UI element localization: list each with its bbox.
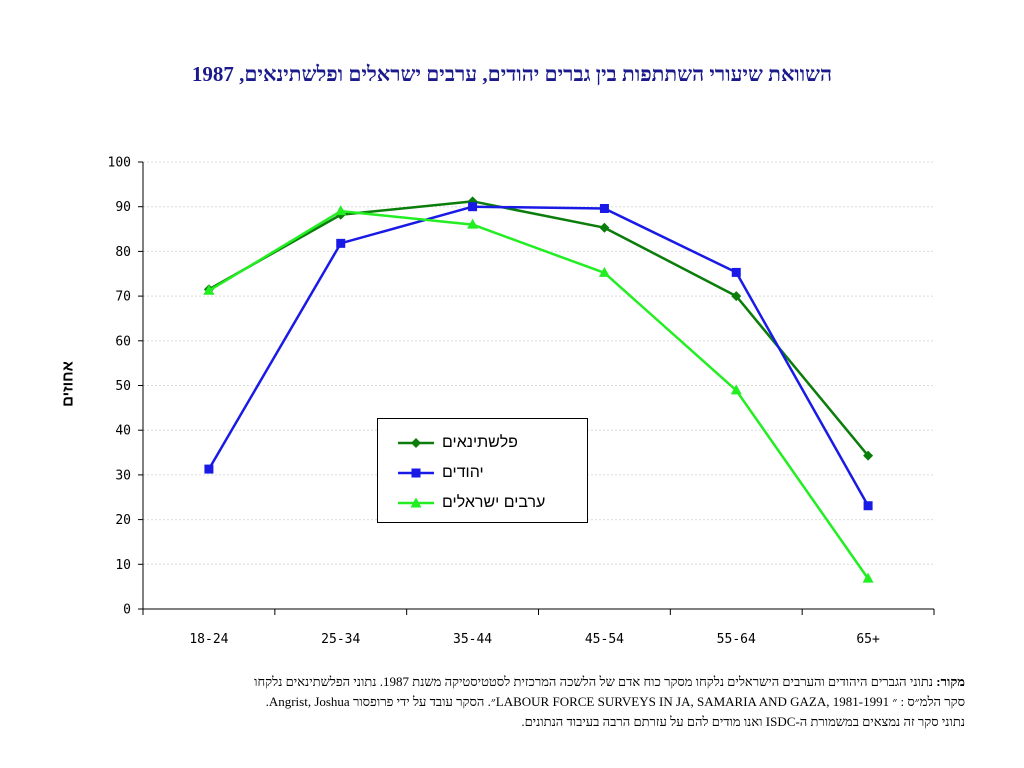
- x-tick-label: 65+: [856, 632, 880, 647]
- x-tick-label: 18-24: [189, 632, 228, 647]
- x-tick-label: 35-44: [453, 632, 492, 647]
- data-point-triangle: [730, 384, 742, 395]
- legend-marker-diamond-icon: [398, 438, 434, 448]
- legend-item-palestinians: פלשתינאים: [396, 431, 518, 455]
- legend-marker-triangle-icon: [398, 497, 434, 508]
- legend-item-israeli-arabs: ערבים ישראלים: [396, 491, 545, 515]
- y-tick-label: 50: [115, 379, 131, 394]
- legend-label: ערבים ישראלים: [442, 494, 546, 511]
- y-tick-label: 100: [108, 156, 131, 171]
- y-tick-label: 10: [115, 558, 131, 573]
- x-tick-label: 45-54: [585, 632, 624, 647]
- series-line-2: [208, 209, 870, 580]
- chart-title: השוואת שיעורי השתתפות בין גברים יהודים, …: [191, 62, 833, 86]
- legend-marker-square-icon: [398, 468, 434, 478]
- y-tick-label: 0: [123, 603, 131, 618]
- data-point-diamond: [731, 291, 742, 302]
- data-point-square: [204, 464, 214, 474]
- data-point-triangle: [335, 205, 347, 216]
- x-tick-label: 25-34: [321, 632, 360, 647]
- y-tick-label: 70: [115, 290, 131, 305]
- source-note-label: מקור:: [936, 674, 965, 689]
- chart-legend: פלשתינאים יהודים ערבים ישראלים: [377, 418, 588, 523]
- data-point-square: [599, 203, 609, 213]
- data-point-triangle: [467, 218, 479, 229]
- data-point-triangle: [598, 266, 610, 277]
- y-tick-label: 40: [115, 424, 131, 439]
- legend-label: פלשתינאים: [442, 434, 518, 451]
- y-tick-label: 30: [115, 468, 131, 483]
- data-point-square: [468, 202, 478, 212]
- data-point-square: [731, 267, 741, 277]
- data-point-triangle: [203, 284, 215, 295]
- x-tick-label: 55-64: [717, 632, 756, 647]
- legend-item-jews: יהודים: [396, 461, 484, 485]
- data-point-triangle: [862, 572, 874, 583]
- legend-label: יהודים: [442, 464, 484, 481]
- y-tick-label: 80: [115, 245, 131, 260]
- series-line-0: [208, 200, 870, 457]
- source-note-line-1: נתוני הגברים היהודים והערבים הישראלים נל…: [254, 674, 934, 689]
- source-note-line-3: נתוני סקר זה נמצאים במשמורת ה-ISDC ואנו …: [521, 714, 965, 729]
- y-tick-label: 60: [115, 334, 131, 349]
- data-point-diamond: [599, 222, 610, 233]
- y-tick-label: 20: [115, 513, 131, 528]
- data-point-diamond: [863, 450, 874, 461]
- data-point-square: [336, 238, 346, 248]
- y-tick-label: 90: [115, 200, 131, 215]
- source-note-line-2: סקר הלמ״ס : ״ 1981-1991 ,LABOUR FORCE SU…: [265, 694, 965, 709]
- y-axis-label: אחוזים: [59, 361, 77, 407]
- data-point-square: [863, 501, 873, 511]
- series-line-1: [207, 205, 870, 507]
- source-note: מקור: נתוני הגברים היהודים והערבים הישרא…: [50, 672, 965, 732]
